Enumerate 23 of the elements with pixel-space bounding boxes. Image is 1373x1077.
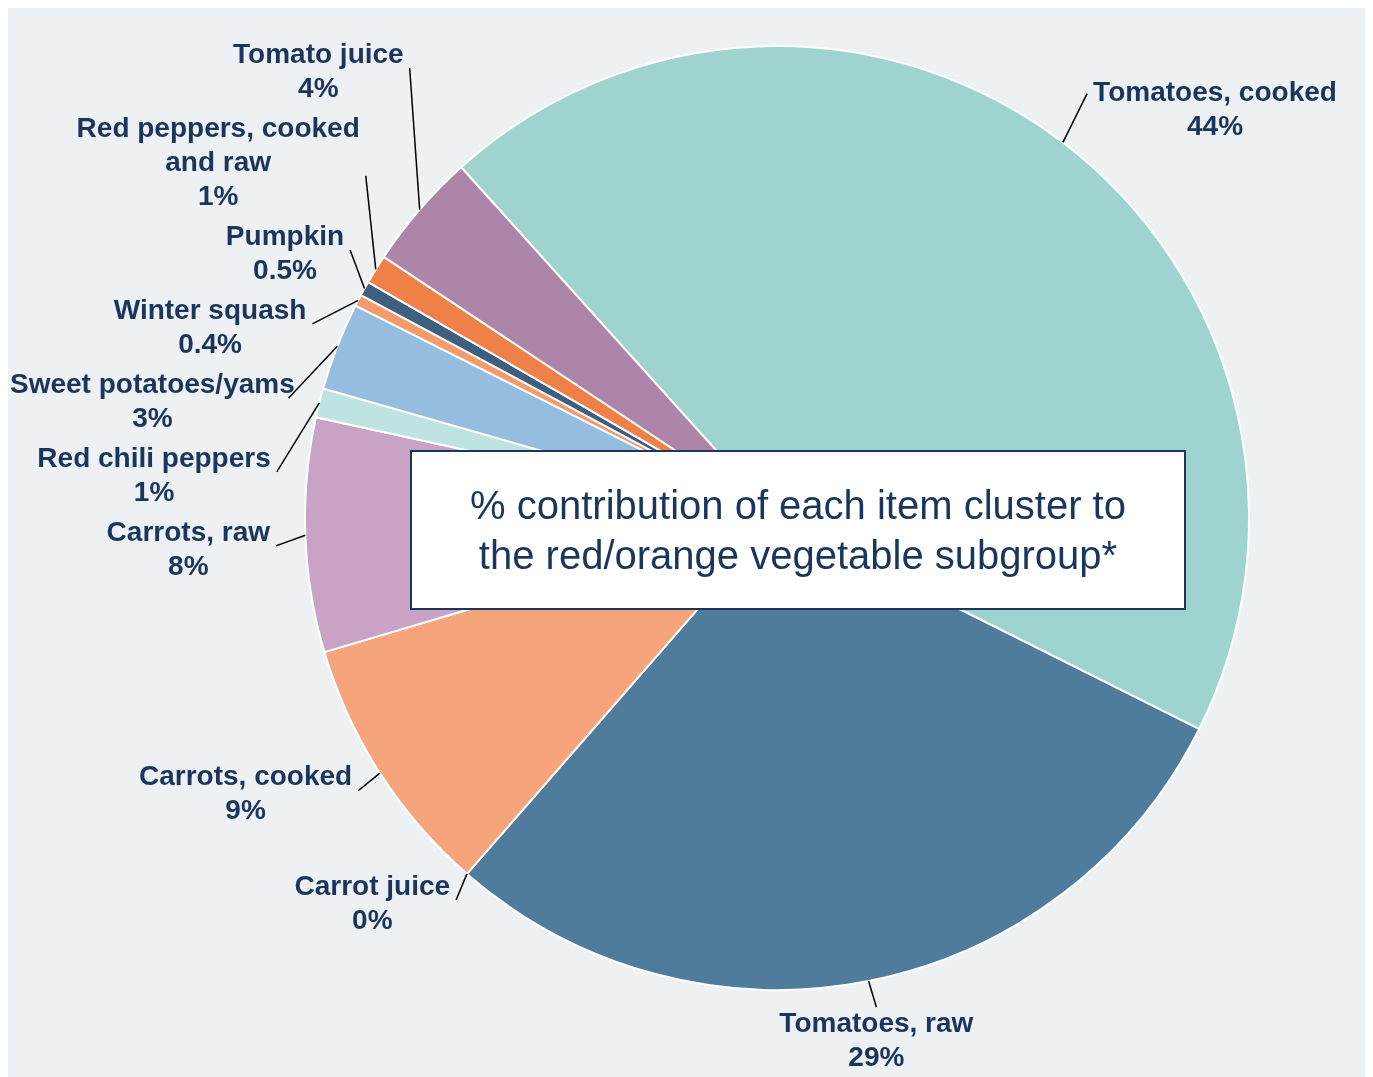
- slice-label: Carrots, raw: [106, 515, 271, 547]
- data-label: 4%: [298, 71, 339, 103]
- slice-label: Pumpkin: [225, 219, 345, 251]
- slice-label: Winter squash: [113, 293, 307, 325]
- data-label: 29%: [848, 1040, 905, 1072]
- slice-label: Sweet potatoes/yams: [10, 367, 295, 399]
- slice-label: Tomatoes, cooked: [1093, 76, 1337, 108]
- slice-label: Tomatoes, raw: [779, 1006, 974, 1038]
- data-label: 0.4%: [178, 327, 243, 359]
- slice-label: Carrots, cooked: [139, 760, 353, 792]
- data-label: 44%: [1186, 110, 1244, 142]
- slice-label: Red peppers, cooked and raw: [76, 111, 360, 177]
- data-label: 9%: [225, 794, 266, 826]
- text: % contribution of each item cluster to the red/orange vegetable subgroup*: [410, 450, 1186, 610]
- data-label: 1%: [197, 179, 239, 211]
- slice-label: Red chili peppers: [37, 441, 271, 473]
- slice-label: Tomato juice: [233, 37, 404, 69]
- data-label: 3%: [132, 401, 173, 433]
- legend-label: Carrot juice: [294, 869, 451, 901]
- data-label: 1%: [133, 475, 175, 507]
- data-label: 8%: [168, 549, 209, 581]
- data-label: 0.5%: [253, 253, 317, 285]
- text: 0%: [352, 903, 393, 935]
